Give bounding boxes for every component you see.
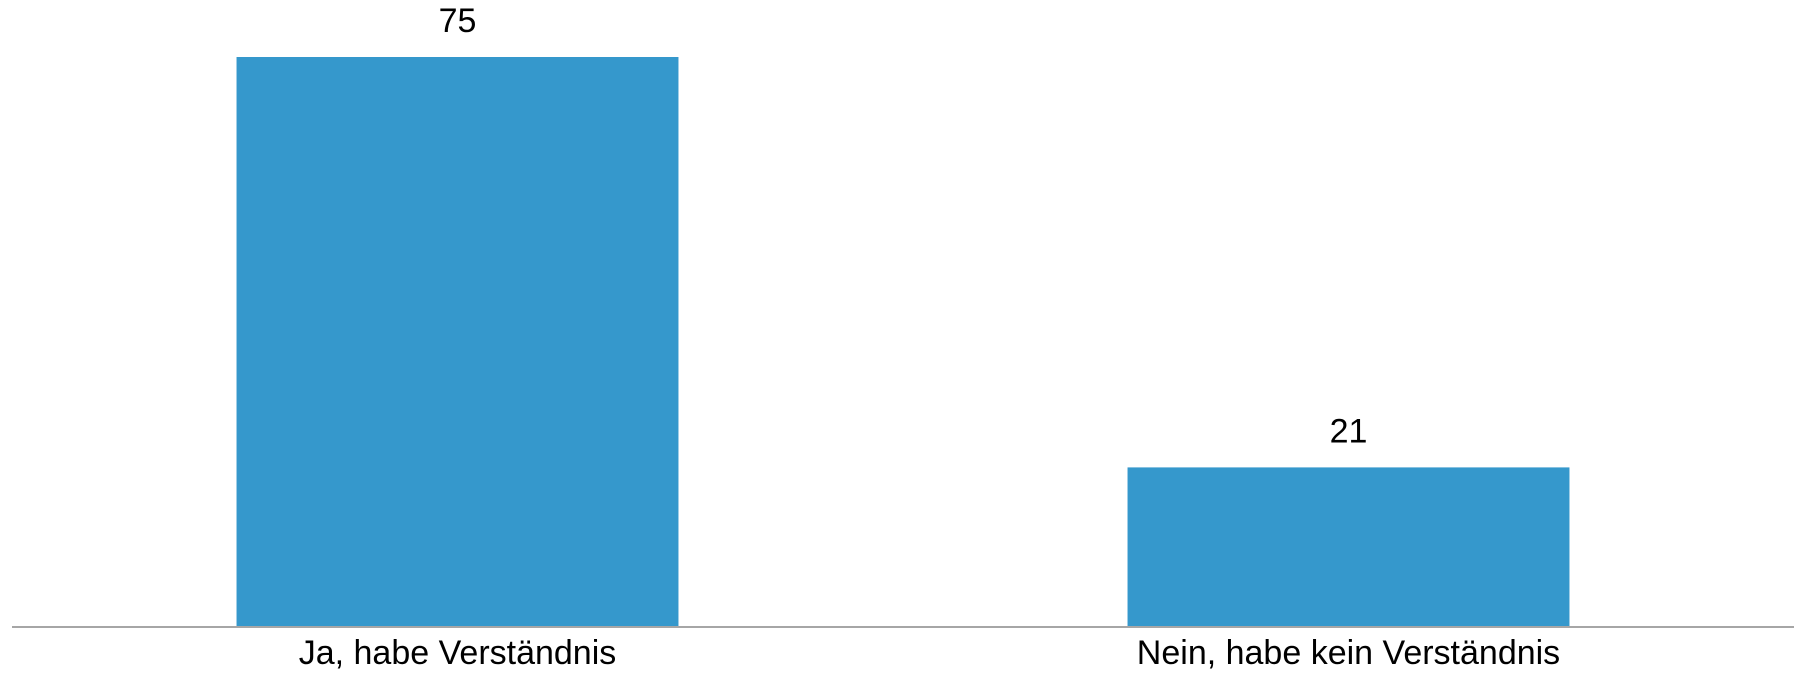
data-label: 75: [439, 2, 477, 40]
x-tick-label: Ja, habe Verständnis: [299, 634, 617, 672]
bar: [236, 57, 679, 627]
bar: [1127, 467, 1570, 627]
x-tick-label: Nein, habe kein Verständnis: [1137, 634, 1560, 672]
data-label: 21: [1330, 412, 1368, 450]
